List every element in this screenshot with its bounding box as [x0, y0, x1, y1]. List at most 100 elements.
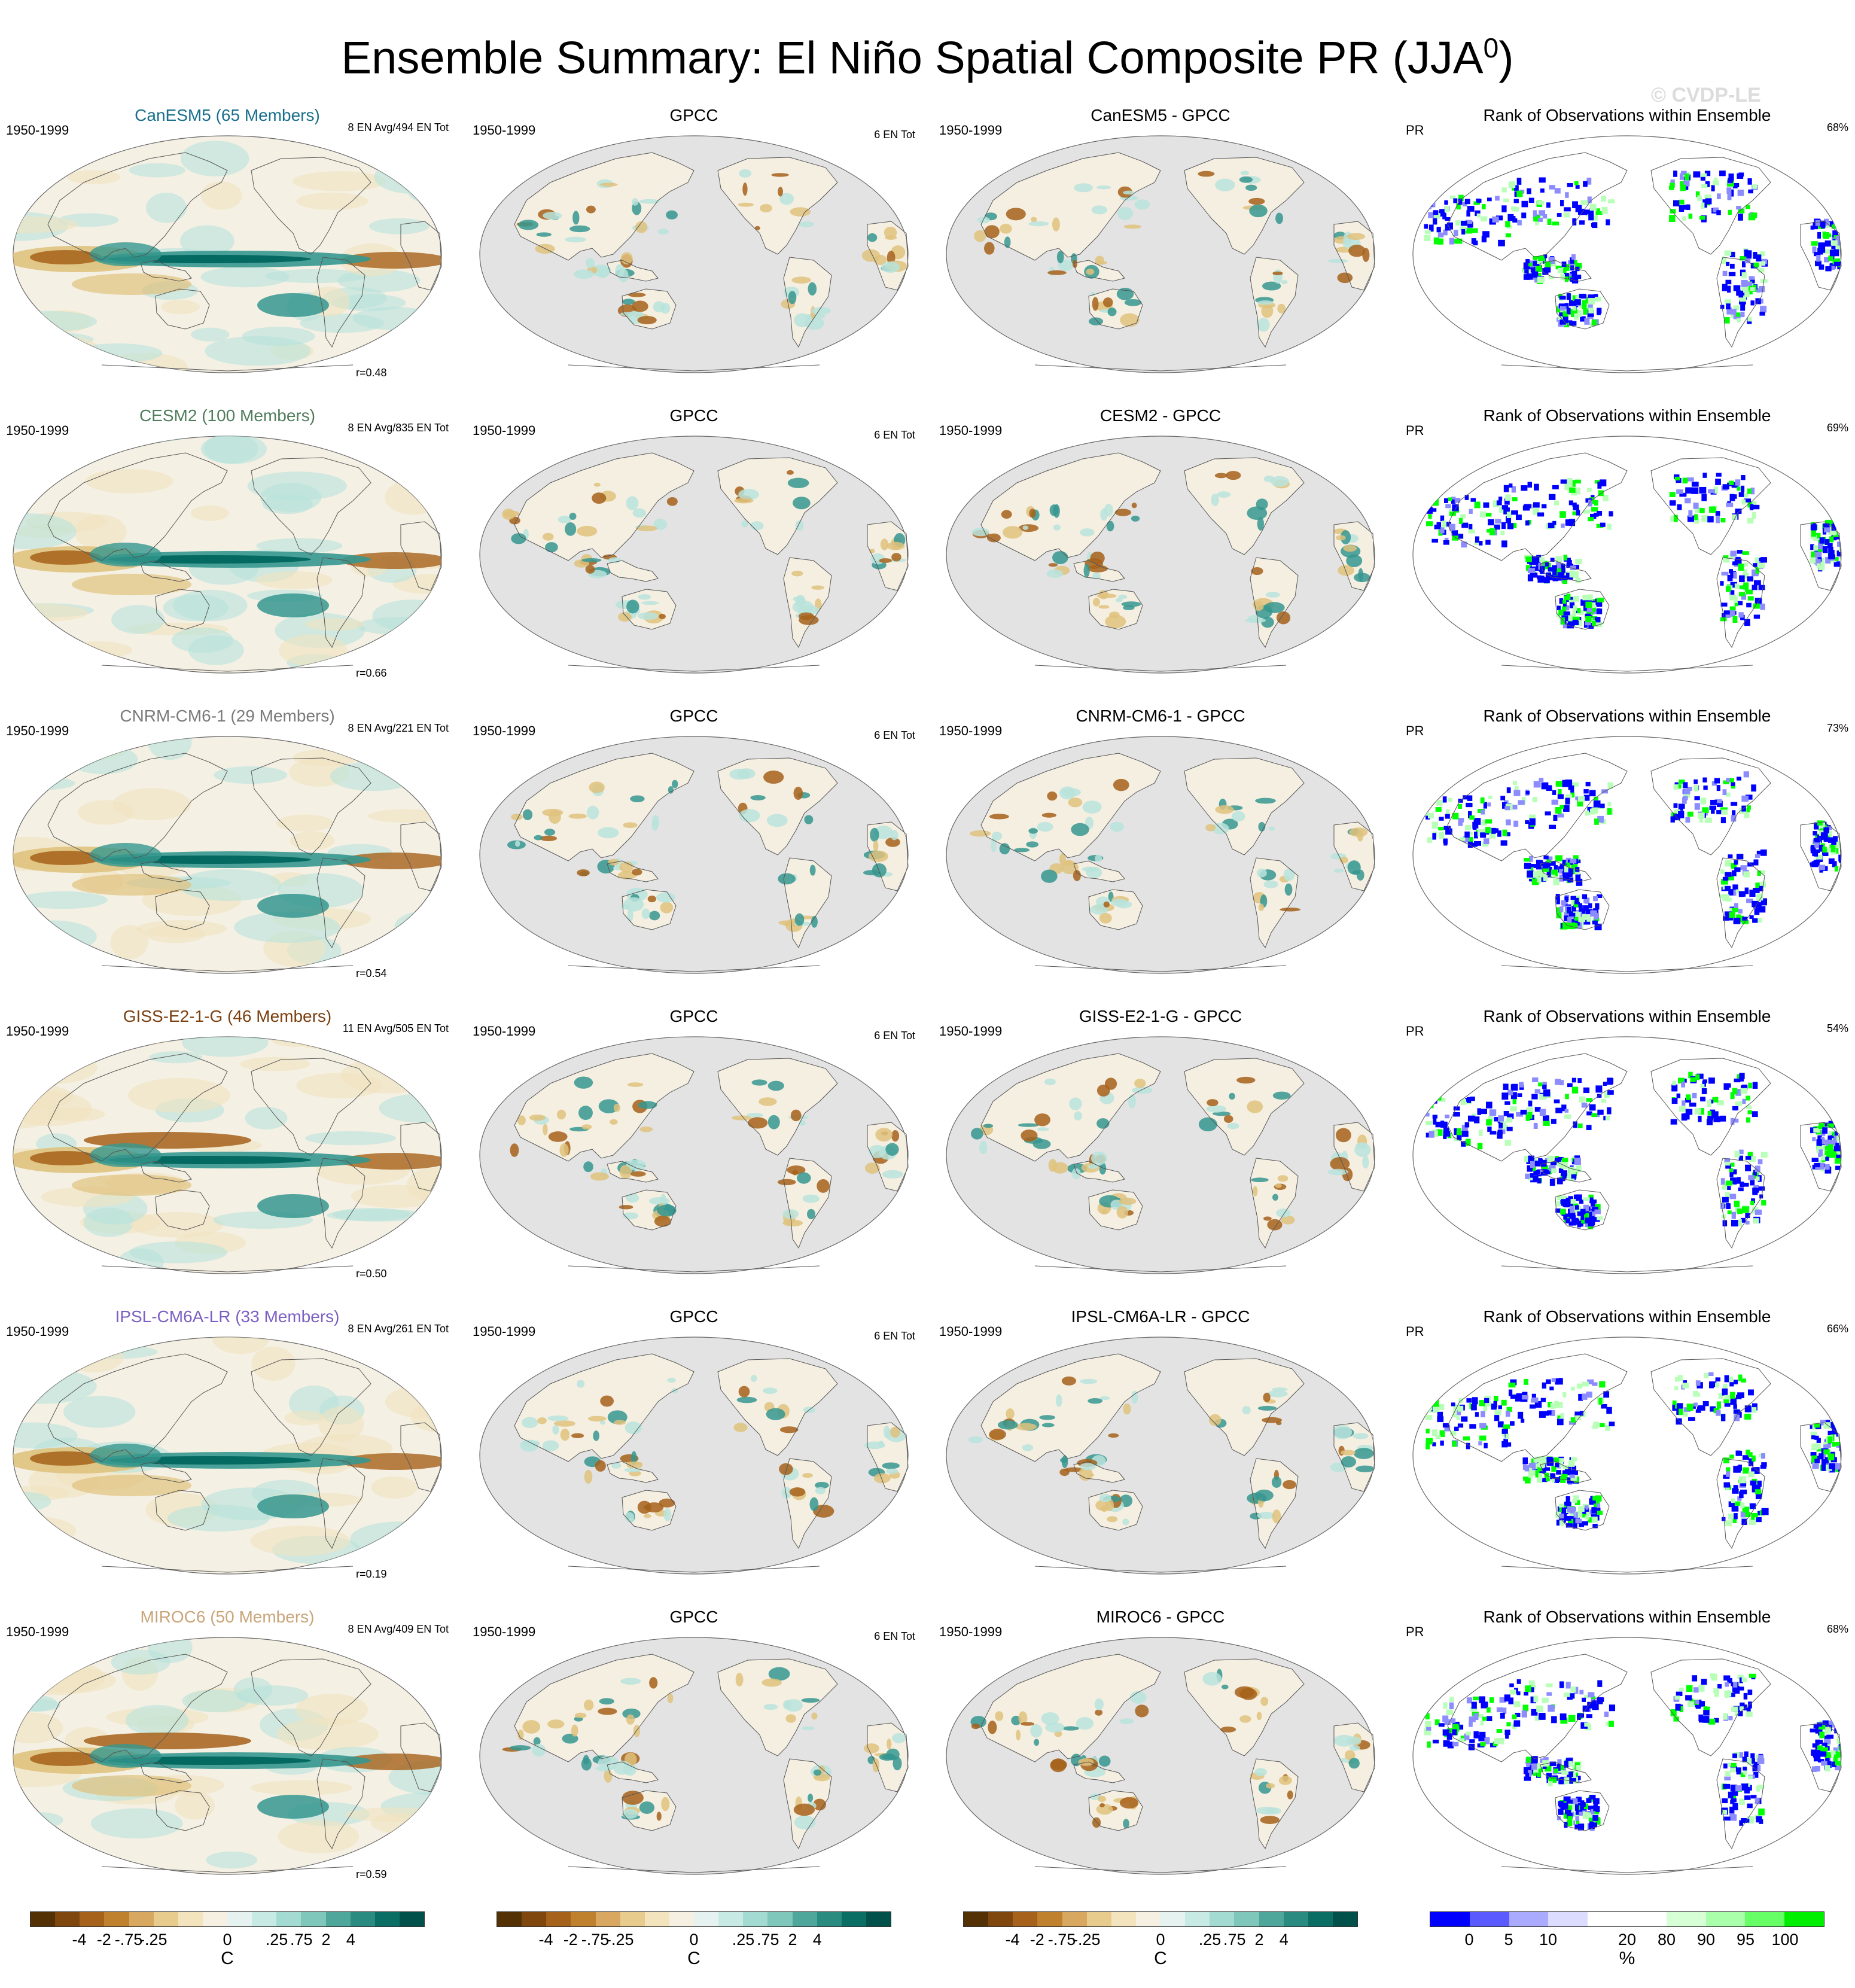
rank-cell	[1729, 1454, 1734, 1459]
rank-cell	[1752, 501, 1757, 509]
rank-cell	[1677, 504, 1681, 510]
rank-cell	[1516, 1112, 1523, 1117]
rank-cell	[1516, 1393, 1523, 1401]
anomaly-patch	[1348, 1758, 1360, 1769]
rank-cell	[1439, 526, 1445, 534]
rank-cell	[1498, 1738, 1504, 1743]
rank-cell	[1528, 197, 1534, 203]
colorbar-segment	[792, 1912, 817, 1926]
rank-cell	[1734, 1513, 1738, 1520]
rank-cell	[1555, 855, 1562, 861]
rank-cell	[1564, 915, 1568, 921]
rank-cell	[1528, 1155, 1535, 1162]
rank-cell	[1819, 845, 1824, 852]
rank-cell	[1454, 1426, 1459, 1431]
rank-cell	[1580, 1208, 1586, 1214]
anomaly-patch	[595, 1460, 606, 1472]
rank-cell	[1539, 177, 1546, 183]
rank-cell	[1704, 171, 1711, 176]
rank-cell	[1473, 1731, 1479, 1739]
rank-cell	[1818, 1162, 1824, 1170]
rank-cell	[1739, 1798, 1745, 1806]
rank-cell	[1721, 809, 1728, 815]
rank-cell	[1730, 1767, 1736, 1773]
rank-cell	[1537, 870, 1542, 876]
coastline-maritime	[1540, 860, 1592, 882]
rank-cell	[1542, 1478, 1548, 1482]
rank-cell	[1589, 790, 1596, 797]
rank-cell	[1536, 555, 1542, 561]
rank-cell	[1593, 1798, 1600, 1804]
anomaly-patch	[1258, 903, 1265, 911]
rank-cell	[1516, 178, 1522, 185]
rank-cell	[1488, 1116, 1493, 1122]
rank-cell	[1430, 202, 1436, 208]
rank-cell	[1442, 1729, 1449, 1736]
rank-cell	[1564, 912, 1568, 917]
rank-cell	[1424, 1728, 1431, 1736]
anomaly-patch	[1251, 1177, 1269, 1183]
rank-cell	[1574, 915, 1579, 921]
rank-cell	[1452, 1724, 1459, 1731]
anomaly-patch	[892, 1733, 906, 1743]
rank-cell	[1555, 1462, 1559, 1468]
rank-cell	[1583, 1803, 1588, 1810]
anomaly-patch	[1356, 1465, 1375, 1472]
rank-cell	[1475, 1412, 1479, 1417]
rank-cell	[1695, 1704, 1701, 1709]
rank-cell	[1528, 1764, 1534, 1770]
rank-cell	[1488, 795, 1492, 799]
rank-cell	[1560, 863, 1567, 870]
colorbar-segment	[817, 1912, 842, 1926]
rank-cell	[1836, 1134, 1841, 1141]
anomaly-patch	[1340, 1450, 1356, 1456]
rank-cell	[1750, 1179, 1755, 1186]
colorbar-segment	[669, 1912, 694, 1926]
rank-cell	[1467, 811, 1472, 818]
anomaly-patch	[763, 771, 784, 784]
anomaly-patch	[867, 233, 878, 242]
rank-cell	[1605, 1115, 1610, 1121]
rank-cell	[1714, 177, 1718, 183]
rank-cell	[1673, 814, 1680, 821]
anomaly-patch	[1278, 1776, 1292, 1785]
rank-cell	[1432, 1739, 1439, 1744]
rank-cell	[1580, 1511, 1586, 1517]
colorbar-tick-label: .75	[1223, 1931, 1246, 1949]
coastline-namerica	[717, 1358, 838, 1456]
rank-cell	[1695, 1380, 1701, 1386]
map	[1412, 1637, 1842, 1875]
rank-cell	[1587, 196, 1592, 203]
rank-cell	[1539, 1466, 1546, 1474]
difference-field	[970, 1654, 1375, 1849]
rank-cell	[1825, 1756, 1830, 1763]
rank-cell	[1823, 1122, 1829, 1127]
anomaly-patch	[666, 497, 678, 506]
rank-cell	[1559, 1080, 1564, 1086]
rank-cell	[1534, 1716, 1540, 1721]
rank-cell	[1753, 563, 1757, 567]
coastline-asia	[1447, 753, 1628, 861]
anomaly-patch	[884, 226, 897, 239]
rank-cell	[1707, 1116, 1713, 1121]
rank-cell	[1724, 317, 1730, 324]
rank-cell	[1746, 205, 1750, 209]
rank-cell	[1521, 1710, 1528, 1718]
rank-cell	[1521, 485, 1528, 491]
rank-cell	[1452, 1441, 1457, 1447]
panel-title: Rank of Observations within Ensemble	[1483, 1007, 1771, 1025]
anomaly-patch	[1064, 1467, 1084, 1472]
anomaly-patch	[1283, 868, 1295, 881]
anomaly-patch	[548, 1131, 568, 1142]
anomaly-patch	[742, 182, 748, 196]
rank-panel: Rank of Observations within Ensemble PR 69…	[1406, 405, 1848, 698]
rank-cell	[1713, 207, 1719, 212]
rank-cell	[1541, 782, 1549, 790]
coastline-australia	[622, 288, 677, 330]
rank-cell	[1734, 601, 1738, 607]
rank-cell	[1752, 1455, 1756, 1462]
rank-cell	[1480, 832, 1487, 838]
anomaly-patch	[751, 1079, 767, 1086]
rank-cell	[1479, 1130, 1483, 1136]
rank-cell	[1506, 787, 1511, 793]
